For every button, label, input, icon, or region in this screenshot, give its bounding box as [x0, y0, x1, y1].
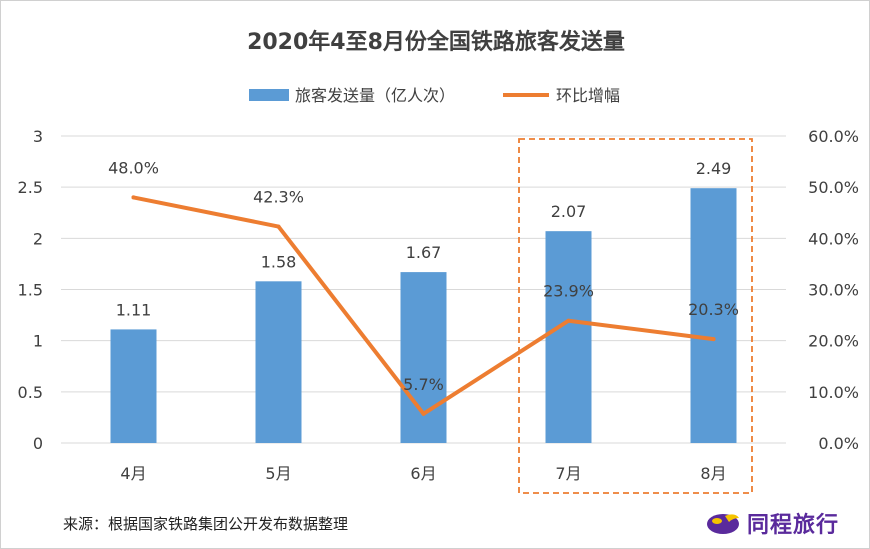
legend: 旅客发送量（亿人次） 环比增幅	[249, 86, 620, 105]
left-tick-label: 2	[33, 229, 43, 248]
line-point	[566, 318, 571, 323]
source-note: 来源：根据国家铁路集团公开发布数据整理	[63, 515, 349, 533]
left-tick-label: 1.5	[18, 281, 43, 300]
highlight-box	[518, 138, 753, 494]
bar-data-label: 1.58	[261, 252, 297, 271]
legend-label-line: 环比增幅	[556, 86, 620, 105]
combo-chart: 2020年4至8月份全国铁路旅客发送量 旅客发送量（亿人次） 环比增幅 0 0.5…	[18, 29, 859, 494]
category-label: 4月	[120, 464, 146, 483]
line-data-label: 20.3%	[688, 300, 739, 319]
brand-logo: 同程旅行	[705, 507, 839, 539]
line-data-label: 48.0%	[108, 158, 159, 177]
right-tick-label: 20.0%	[808, 332, 859, 351]
brand-icon	[706, 514, 739, 534]
bar	[545, 231, 592, 443]
bar-data-label: 2.49	[696, 159, 732, 178]
line-point	[711, 337, 716, 342]
line-point	[276, 224, 281, 229]
legend-label-bar: 旅客发送量（亿人次）	[295, 86, 455, 105]
left-tick-label: 3	[33, 127, 43, 146]
bar-data-label: 1.11	[116, 300, 152, 319]
bar	[255, 281, 302, 443]
left-tick-label: 0	[33, 434, 43, 453]
left-tick-label: 1	[33, 332, 43, 351]
bar	[400, 272, 447, 443]
left-tick-label: 2.5	[18, 178, 43, 197]
category-label: 5月	[265, 464, 291, 483]
right-tick-label: 60.0%	[808, 127, 859, 146]
bar	[690, 188, 737, 443]
line-data-label: 23.9%	[543, 282, 594, 301]
bar-data-label: 2.07	[551, 202, 587, 221]
line-data-label: 5.7%	[403, 375, 444, 394]
chart-title: 2020年4至8月份全国铁路旅客发送量	[247, 29, 625, 55]
line-point	[421, 411, 426, 416]
right-tick-label: 40.0%	[808, 229, 859, 248]
category-label: 6月	[410, 464, 436, 483]
category-label: 8月	[700, 464, 726, 483]
right-tick-label: 30.0%	[808, 281, 859, 300]
bar-data-label: 1.67	[406, 243, 442, 262]
category-label: 7月	[555, 464, 581, 483]
legend-swatch-bar	[249, 89, 289, 101]
line-point	[131, 195, 136, 200]
bar	[110, 329, 157, 443]
right-tick-label: 0.0%	[818, 434, 859, 453]
left-tick-label: 0.5	[18, 383, 43, 402]
right-tick-label: 10.0%	[808, 383, 859, 402]
line-data-label: 42.3%	[253, 188, 304, 207]
right-tick-label: 50.0%	[808, 178, 859, 197]
brand-name: 同程旅行	[746, 513, 839, 538]
